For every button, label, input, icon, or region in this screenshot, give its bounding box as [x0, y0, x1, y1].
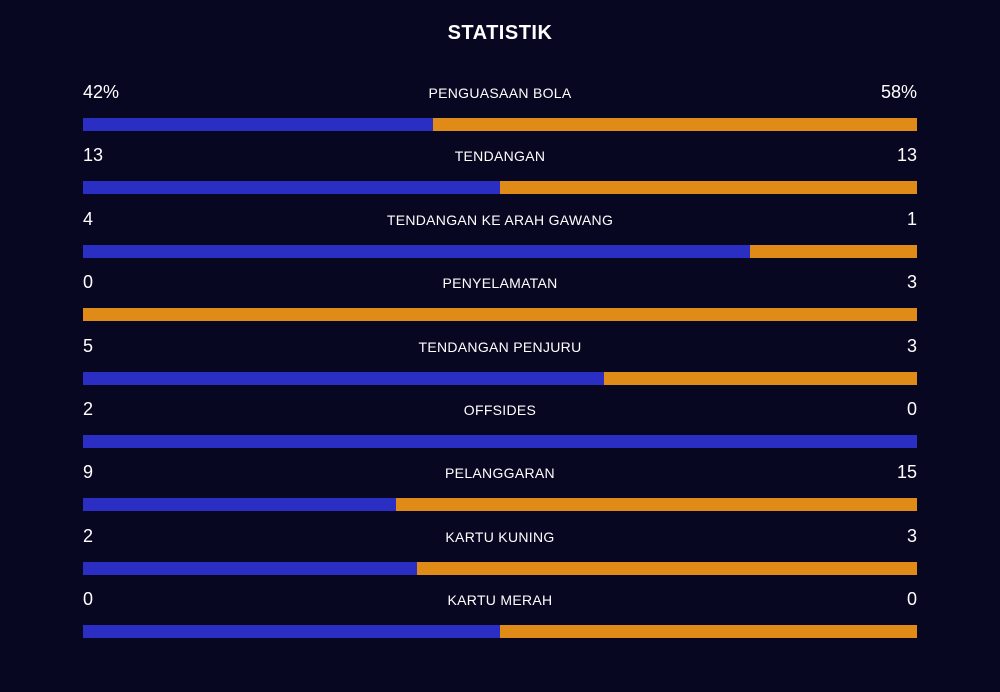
- comparison-bar: [83, 308, 917, 322]
- home-bar-fill: [83, 434, 917, 448]
- home-value: 5: [83, 335, 94, 356]
- home-bar-fill: [83, 498, 396, 512]
- home-bar-fill: [83, 244, 751, 258]
- stat-row-saves: 0 PENYELAMATAN 3: [83, 270, 917, 333]
- home-bar-fill: [83, 371, 605, 385]
- comparison-bar: [83, 625, 917, 639]
- home-value: 42%: [83, 82, 120, 102]
- stat-row-possession: 42% PENGUASAAN BOLA 58%: [83, 80, 917, 143]
- home-value: 2: [83, 525, 94, 546]
- home-bar-fill: [83, 625, 500, 639]
- away-value: 13: [896, 145, 917, 166]
- home-value: 13: [83, 145, 104, 166]
- stat-label: TENDANGAN PENJURU: [418, 338, 582, 355]
- away-value: 3: [906, 272, 917, 293]
- home-bar-fill: [83, 118, 434, 131]
- stat-label: TENDANGAN KE ARAH GAWANG: [386, 211, 614, 228]
- stat-row-fouls: 9 PELANGGARAN 15: [83, 460, 917, 523]
- comparison-bar: [83, 498, 917, 512]
- stats-list: 42% PENGUASAAN BOLA 58% 13 TENDANGAN 13 …: [83, 80, 917, 651]
- stat-label: KARTU MERAH: [447, 592, 553, 609]
- page-title: STATISTIK: [447, 22, 553, 44]
- stat-label: TENDANGAN: [454, 148, 546, 165]
- comparison-bar: [83, 434, 917, 448]
- stat-row-offsides: 2 OFFSIDES 0: [83, 397, 917, 460]
- comparison-bar: [83, 244, 917, 258]
- comparison-bar: [83, 118, 917, 131]
- away-value: 1: [906, 208, 917, 229]
- away-value: 0: [906, 398, 917, 419]
- comparison-bar: [83, 561, 917, 575]
- away-value: 3: [906, 525, 917, 546]
- away-value: 58%: [880, 82, 917, 102]
- comparison-bar: [83, 181, 917, 195]
- home-value: 4: [83, 208, 94, 229]
- home-value: 2: [83, 398, 94, 419]
- stat-row-corners: 5 TENDANGAN PENJURU 3: [83, 334, 917, 397]
- stat-row-shots: 13 TENDANGAN 13: [83, 143, 917, 206]
- away-value: 3: [906, 335, 917, 356]
- stat-label: KARTU KUNING: [445, 528, 555, 545]
- stat-row-red-cards: 0 KARTU MERAH 0: [83, 587, 917, 650]
- away-value: 15: [896, 462, 917, 483]
- stat-label: PENGUASAAN BOLA: [428, 85, 572, 101]
- stat-label: PELANGGARAN: [445, 465, 555, 482]
- away-value: 0: [906, 589, 917, 610]
- home-value: 0: [83, 272, 94, 293]
- home-bar-fill: [83, 561, 417, 575]
- stat-row-yellow-cards: 2 KARTU KUNING 3: [83, 524, 917, 587]
- home-value: 0: [83, 589, 94, 610]
- comparison-bar: [83, 371, 917, 385]
- home-bar-fill: [83, 181, 500, 195]
- stat-label: OFFSIDES: [463, 401, 537, 418]
- home-value: 9: [83, 462, 94, 483]
- stat-label: PENYELAMATAN: [442, 275, 558, 292]
- stat-row-shots-on-target: 4 TENDANGAN KE ARAH GAWANG 1: [83, 207, 917, 270]
